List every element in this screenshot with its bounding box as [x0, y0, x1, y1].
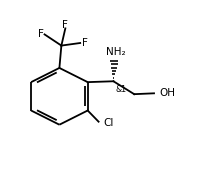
Text: NH₂: NH₂ [106, 46, 125, 57]
Text: F: F [82, 38, 88, 48]
Text: F: F [38, 29, 44, 39]
Text: F: F [62, 20, 68, 30]
Text: &1: &1 [116, 85, 127, 94]
Text: Cl: Cl [103, 118, 113, 128]
Text: OH: OH [159, 88, 175, 98]
